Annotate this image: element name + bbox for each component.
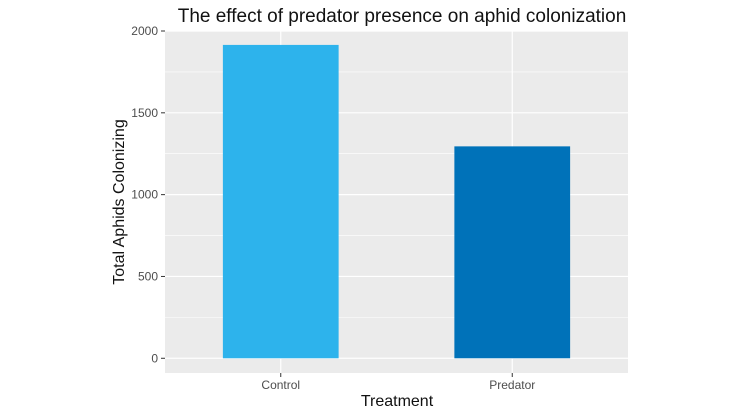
bar-predator: [454, 146, 571, 359]
y-axis: 0 500 1000 1500 2000: [131, 24, 165, 365]
x-axis-title: Treatment: [361, 393, 434, 410]
chart-title: The effect of predator presence on aphid…: [178, 6, 627, 27]
y-tick-label: 1000: [131, 188, 158, 202]
bars: [222, 44, 571, 359]
y-tick-label: 1500: [131, 106, 158, 120]
y-tick-label: 0: [151, 351, 158, 365]
y-tick-label: 2000: [131, 24, 158, 38]
bar-control: [222, 44, 339, 359]
x-axis: Control Predator: [261, 373, 535, 392]
x-tick-label: Predator: [489, 378, 535, 392]
x-tick-label: Control: [261, 378, 300, 392]
y-axis-title: Total Aphids Colonizing: [111, 119, 128, 284]
y-tick-label: 500: [138, 269, 158, 283]
